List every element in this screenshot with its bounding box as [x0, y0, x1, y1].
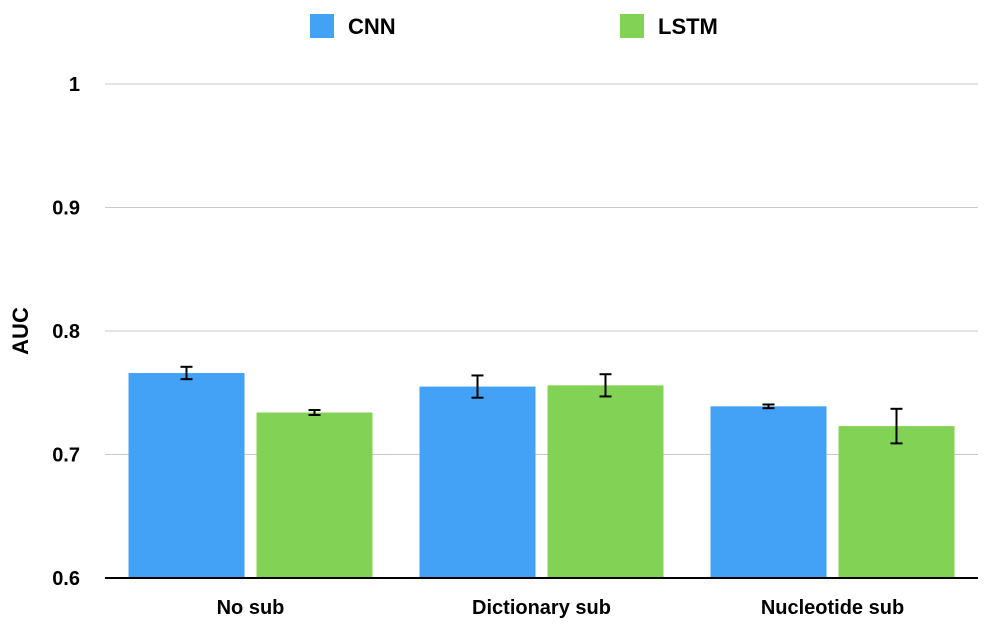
error-bar-cnn-2	[471, 374, 484, 399]
y-tick-label: 1	[69, 74, 80, 96]
legend-label: CNN	[348, 14, 396, 39]
legend-label: LSTM	[658, 14, 718, 39]
bar-lstm-3	[838, 426, 955, 578]
legend-item-lstm: LSTM	[620, 14, 718, 39]
error-bar-lstm-1	[308, 409, 321, 416]
bar-cnn-3	[710, 406, 827, 578]
y-axis-ticks: 0.6 0.7 0.8 0.9 1	[52, 74, 80, 590]
bar-cnn-2	[419, 386, 536, 578]
error-bars	[180, 365, 903, 445]
legend: CNN LSTM	[310, 14, 718, 39]
bars	[128, 372, 955, 578]
error-bar-lstm-3	[890, 407, 903, 445]
y-axis-title: AUC	[8, 307, 33, 355]
bar-cnn-1	[128, 372, 245, 578]
x-category-label: Dictionary sub	[472, 597, 611, 619]
y-tick-label: 0.9	[52, 198, 80, 220]
y-tick-label: 0.7	[52, 445, 80, 467]
error-bar-cnn-3	[762, 403, 775, 410]
x-category-label: Nucleotide sub	[761, 597, 904, 619]
x-category-label: No sub	[217, 597, 285, 619]
error-bar-cnn-1	[180, 365, 193, 381]
legend-swatch	[620, 14, 644, 38]
y-tick-label: 0.8	[52, 321, 80, 343]
legend-swatch	[310, 14, 334, 38]
x-axis-categories: No sub Dictionary sub Nucleotide sub	[217, 597, 905, 619]
bar-lstm-1	[256, 412, 373, 578]
y-tick-label: 0.6	[52, 568, 80, 590]
legend-item-cnn: CNN	[310, 14, 396, 39]
error-bar-lstm-2	[599, 373, 612, 398]
bar-lstm-2	[547, 385, 664, 578]
gridlines	[105, 83, 978, 455]
